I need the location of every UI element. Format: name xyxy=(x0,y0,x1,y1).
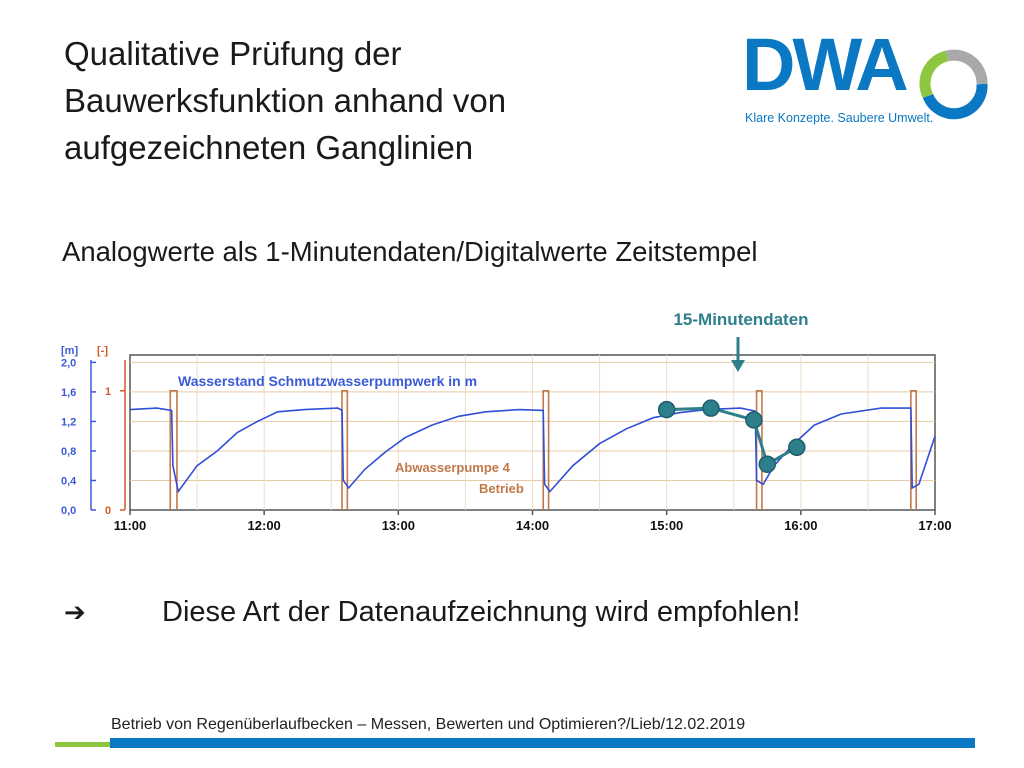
x-tick-label: 16:00 xyxy=(784,518,817,533)
y-left-tick-label: 0,8 xyxy=(61,446,76,458)
y-left-unit: [m] xyxy=(61,345,78,357)
x-tick-label: 17:00 xyxy=(918,518,951,533)
y-left-tick-label: 0,0 xyxy=(61,505,76,517)
x-tick-label: 13:00 xyxy=(382,518,415,533)
footer-accent-bar xyxy=(55,742,110,747)
y-left-tick-label: 1,2 xyxy=(61,416,76,428)
y-right-tick-label: 1 xyxy=(105,386,111,398)
sample-point xyxy=(758,455,777,473)
y-right-tick-label: 0 xyxy=(105,505,111,517)
y-left-tick-label: 1,6 xyxy=(61,387,76,399)
callout-arrow-head xyxy=(731,360,745,372)
logo-ring-icon xyxy=(919,49,988,120)
dwa-logo: DWA Klare Konzepte. Saubere Umwelt. xyxy=(742,23,988,125)
x-tick-label: 12:00 xyxy=(248,518,281,533)
logo-tagline: Klare Konzepte. Saubere Umwelt. xyxy=(745,111,933,125)
conclusion-text: Diese Art der Datenaufzeichnung wird emp… xyxy=(162,596,801,628)
pump-pulse xyxy=(169,389,178,510)
hydrograph-chart: [m] [-] 2,0 1,6 1,2 0,8 0,4 0,0 1 011:00 12:00 13:0… xyxy=(61,310,952,533)
footer-bar xyxy=(110,738,975,748)
sample-point xyxy=(702,399,720,417)
sample-point xyxy=(788,438,806,457)
arrow-right-icon: ➔ xyxy=(64,597,86,627)
series-label-water: Wasserstand Schmutzwasserpumpwerk in m xyxy=(178,373,477,389)
y-left-tick-label: 0,4 xyxy=(61,475,77,487)
x-tick-label: 11:00 xyxy=(114,518,147,533)
series-label-pump-state: Betrieb xyxy=(479,481,524,496)
sample-point xyxy=(745,411,763,429)
conclusion-line: ➔ Diese Art der Datenaufzeichnung wird em… xyxy=(64,596,800,629)
section-subtitle: Analogwerte als 1-Minutendaten/Digitalwe… xyxy=(62,236,758,267)
x-tick-label: 15:00 xyxy=(650,518,683,533)
callout-label: 15-Minutendaten xyxy=(673,310,808,329)
footer-text: Betrieb von Regenüberlaufbecken – Messen… xyxy=(111,716,746,733)
x-tick-label: 14:00 xyxy=(516,518,549,533)
y-right-unit: [-] xyxy=(97,345,108,357)
y-left-tick-label: 2,0 xyxy=(61,357,76,369)
slide-title: Qualitative Prüfung der Bauwerksfunktion… xyxy=(64,35,507,166)
logo-wordmark: DWA xyxy=(742,23,907,106)
series-label-pump: Abwasserpumpe 4 xyxy=(395,460,511,475)
sample-point xyxy=(657,400,676,419)
